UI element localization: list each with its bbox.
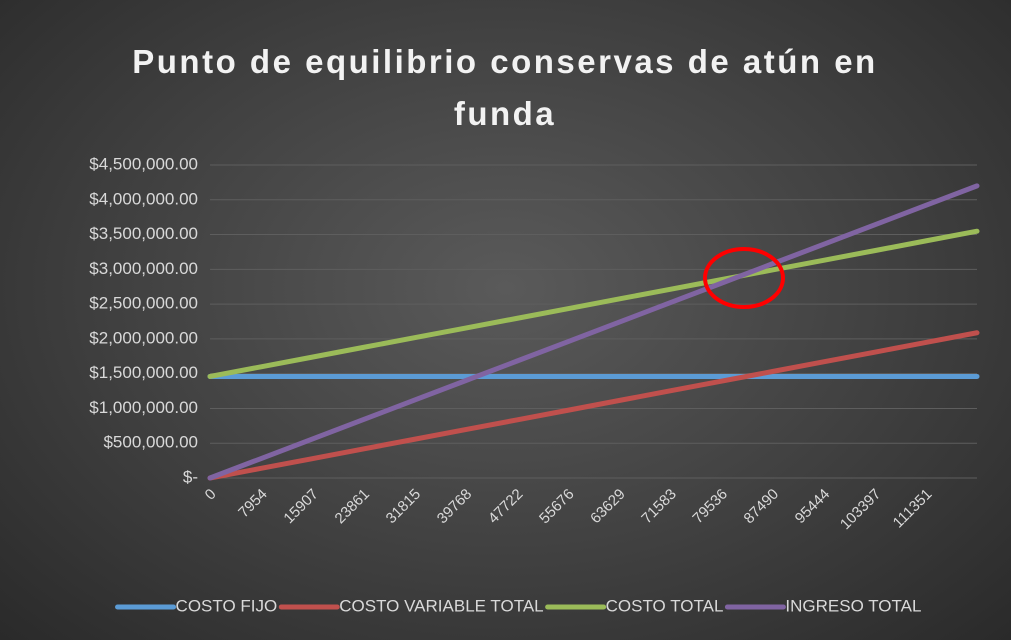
y-tick-label: $- xyxy=(183,467,198,486)
y-tick-label: $3,000,000.00 xyxy=(89,259,198,278)
legend-label: INGRESO TOTAL xyxy=(785,596,921,615)
x-tick-label: 0 xyxy=(202,486,220,504)
y-tick-label: $4,000,000.00 xyxy=(89,189,198,208)
chart-title: Punto de equilibrio conservas de atún en… xyxy=(132,43,878,132)
y-tick-label: $1,500,000.00 xyxy=(89,363,198,382)
series-line xyxy=(207,183,980,481)
legend-label: COSTO TOTAL xyxy=(606,596,724,615)
x-tick-label: 79536 xyxy=(689,486,731,528)
x-tick-label: 55676 xyxy=(536,486,578,528)
y-tick-label: $500,000.00 xyxy=(103,433,198,452)
x-tick-label: 95444 xyxy=(792,486,834,528)
x-tick-label: 103397 xyxy=(837,486,884,533)
x-tick-label: 111351 xyxy=(890,486,936,532)
y-tick-label: $1,000,000.00 xyxy=(89,398,198,417)
y-tick-label: $3,500,000.00 xyxy=(89,224,198,243)
x-tick-label: 31815 xyxy=(383,486,425,528)
x-tick-label: 15907 xyxy=(280,486,322,528)
x-tick-label: 87490 xyxy=(741,486,783,528)
y-tick-label: $2,000,000.00 xyxy=(89,328,198,347)
x-tick-label: 47722 xyxy=(485,486,527,528)
series-line xyxy=(207,330,980,481)
x-tick-label: 23861 xyxy=(332,486,374,528)
x-tick-label: 7954 xyxy=(235,486,271,522)
x-tick-label: 63629 xyxy=(587,486,629,528)
highlight-circle xyxy=(703,247,785,309)
legend-label: COSTO VARIABLE TOTAL xyxy=(339,596,543,615)
y-tick-label: $4,500,000.00 xyxy=(89,154,198,173)
legend-label: COSTO FIJO xyxy=(176,596,278,615)
x-tick-label: 39768 xyxy=(434,486,476,528)
series-line xyxy=(207,228,980,379)
legend: COSTO FIJO COSTO VARIABLE TOTAL COSTO TOTA… xyxy=(115,596,921,615)
y-tick-label: $2,500,000.00 xyxy=(89,294,198,313)
x-tick-label: 71583 xyxy=(638,486,680,528)
